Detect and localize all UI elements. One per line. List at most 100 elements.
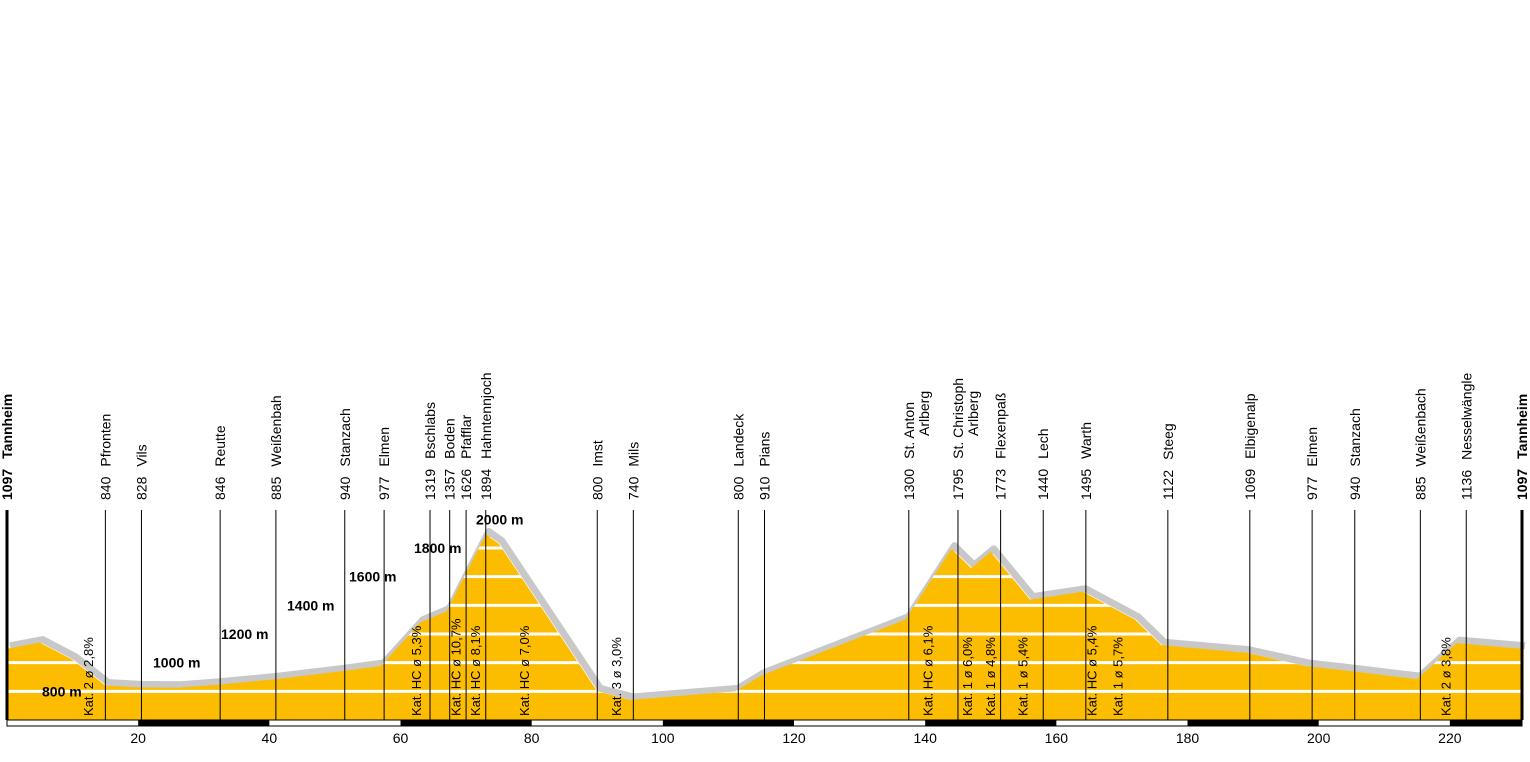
- place-elevation: 910: [757, 476, 773, 500]
- place-label: 1795 St. Christoph Arlberg: [950, 378, 981, 500]
- place-name: Mils: [625, 442, 641, 467]
- x-tick-label: 60: [393, 730, 409, 746]
- place-name: Pians: [757, 432, 773, 467]
- place-label: 1357 Boden: [442, 418, 458, 500]
- place-name-line2: Arlberg: [965, 391, 981, 436]
- place-elevation: 1440: [1035, 469, 1051, 500]
- climb-label-text: Kat. 1 ø 5,4%: [1016, 637, 1031, 716]
- place-label-text: 1357 Boden: [442, 418, 458, 500]
- place-name: Hahntennjoch: [478, 372, 494, 458]
- place-name: Weißenbach: [1412, 388, 1428, 466]
- place-name: Landeck: [730, 413, 746, 467]
- place-name: Bschlabs: [422, 402, 438, 459]
- place-label-text: 885 Weißenbah: [268, 395, 284, 500]
- place-label: 740 Mils: [625, 442, 641, 500]
- place-name: Pfronten: [97, 414, 113, 467]
- place-label: 1136 Nesselwängle: [1458, 373, 1474, 500]
- place-label: 1773 Flexenpaß: [993, 393, 1009, 500]
- place-label-text: 740 Mils: [625, 442, 641, 500]
- profile-area: [7, 534, 1522, 720]
- place-elevation: 1319: [422, 469, 438, 500]
- place-label-text: 1773 Flexenpaß: [993, 393, 1009, 500]
- place-label: 846 Reutte: [212, 425, 228, 500]
- x-axis: [6, 719, 1523, 727]
- place-elevation: 885: [268, 476, 284, 500]
- place-name: Elmen: [376, 427, 392, 467]
- x-tick-label: 120: [782, 730, 806, 746]
- place-label-text: 846 Reutte: [212, 425, 228, 500]
- place-name: Elmen: [1304, 427, 1320, 467]
- axis-segment: [400, 720, 532, 726]
- altitude-label-800: 800 m: [42, 683, 82, 699]
- climb-label-text: Kat. HC ø 7,0%: [517, 625, 532, 716]
- place-label-text: 1097 Tannheim: [0, 394, 15, 500]
- x-tick-label: 180: [1176, 730, 1200, 746]
- place-label: 977 Elmen: [1304, 427, 1320, 500]
- x-tick-label: 140: [914, 730, 938, 746]
- place-elevation: 885: [1412, 476, 1428, 500]
- climb-label-text: Kat. 3 ø 3,0%: [609, 637, 624, 716]
- climb-label-text: Kat. 1 ø 6,0%: [960, 637, 975, 716]
- place-label-text: 1122 Steeg: [1160, 423, 1176, 500]
- climb-label-text: Kat. 2 ø 2,8%: [81, 637, 96, 716]
- x-tick-label: 40: [262, 730, 278, 746]
- place-label-text: 977 Elmen: [1304, 427, 1320, 500]
- place-label-text: 1319 Bschlabs: [422, 402, 438, 500]
- place-label-text: 910 Pians: [757, 432, 773, 500]
- place-name: Boden: [442, 418, 458, 458]
- place-name: St. Christoph: [950, 378, 966, 459]
- place-elevation: 977: [376, 476, 392, 500]
- place-name: St. Anton: [901, 402, 917, 459]
- climb-label: Kat. 1 ø 5,7%: [1111, 637, 1126, 716]
- place-label: 1495 Warth: [1078, 422, 1094, 500]
- altitude-label-1000: 1000 m: [153, 655, 200, 671]
- place-label: 1069 Elbigenalp: [1242, 393, 1258, 500]
- place-elevation: 1626: [458, 469, 474, 500]
- place-elevation: 1069: [1242, 469, 1258, 500]
- place-name: Nesselwängle: [1458, 373, 1474, 460]
- x-tick-label: 20: [130, 730, 146, 746]
- place-elevation: 800: [730, 476, 746, 500]
- axis-segment: [1449, 720, 1522, 726]
- climb-label: Kat. HC ø 6,1%: [920, 625, 935, 716]
- x-tick-label: 200: [1307, 730, 1331, 746]
- climb-label: Kat. HC ø 10,7%: [448, 618, 463, 716]
- place-label: 800 Landeck: [730, 413, 746, 500]
- place-label-text: 1069 Elbigenalp: [1242, 393, 1258, 500]
- place-name-line2: Arlberg: [916, 391, 932, 436]
- place-label-text: 1440 Lech: [1035, 428, 1051, 500]
- place-name: Elbigenalp: [1242, 393, 1258, 459]
- place-label-text: 828 Vils: [133, 444, 149, 500]
- place-name: Tannheim: [1514, 394, 1530, 459]
- place-label: 977 Elmen: [376, 427, 392, 500]
- place-elevation: 1773: [993, 469, 1009, 500]
- place-label-text: 840 Pfronten: [97, 414, 113, 500]
- place-elevation: 1894: [478, 469, 494, 500]
- altitude-label-1600: 1600 m: [349, 569, 396, 585]
- place-label-text: 1300 St. Anton: [901, 402, 917, 500]
- altitude-label-2000: 2000 m: [476, 511, 523, 527]
- place-label-text: 977 Elmen: [376, 427, 392, 500]
- place-name: Imst: [589, 440, 605, 467]
- place-elevation: 1136: [1458, 470, 1474, 500]
- place-label: 1894 Hahntennjoch: [478, 372, 494, 500]
- place-elevation: 940: [337, 476, 353, 500]
- place-elevation: 846: [212, 476, 228, 500]
- place-label: 940 Stanzach: [1347, 408, 1363, 500]
- profile-shadow: [9, 528, 1526, 701]
- place-name: Tannheim: [0, 394, 15, 459]
- place-label: 1626 Pfafflar: [458, 414, 474, 500]
- climb-label: Kat. 3 ø 3,0%: [609, 637, 624, 716]
- place-name: Pfafflar: [458, 414, 474, 458]
- place-label: 800 Imst: [589, 440, 605, 500]
- climb-label-text: Kat. 2 ø 3,8%: [1439, 637, 1454, 716]
- x-tick-label: 220: [1438, 730, 1462, 746]
- climb-label: Kat. HC ø 5,3%: [409, 625, 424, 716]
- place-label: 910 Pians: [757, 432, 773, 500]
- altitude-label-1400: 1400 m: [287, 597, 334, 613]
- climb-label-text: Kat. HC ø 10,7%: [448, 618, 463, 716]
- place-label-text: 800 Landeck: [730, 413, 746, 500]
- x-tick-label: 80: [524, 730, 540, 746]
- place-label-text: 800 Imst: [589, 440, 605, 500]
